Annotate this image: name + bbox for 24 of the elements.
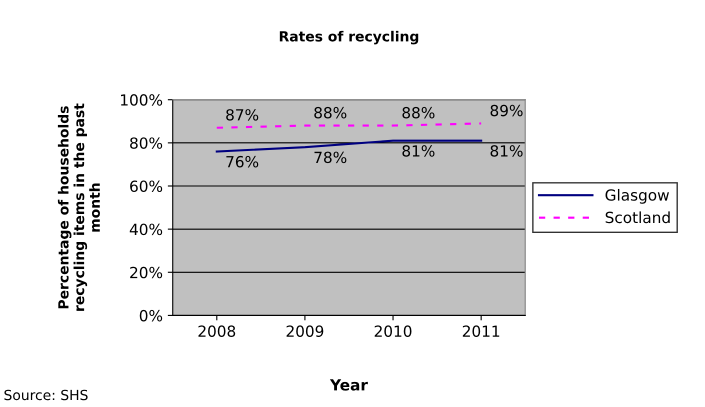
y-tick-label: 0% [140, 310, 162, 322]
x-tick-label: 2010 [374, 325, 412, 337]
x-tick-label: 2011 [462, 325, 500, 337]
legend-label: Scotland [606, 211, 670, 224]
legend-label: Glasgow [606, 188, 669, 204]
data-label: 89% [490, 104, 523, 116]
y-tick-label: 60% [130, 180, 162, 192]
y-tick-label: 40% [130, 224, 162, 236]
data-label: 81% [402, 145, 434, 157]
data-label: 87% [226, 109, 258, 121]
source-note: Source: SHS [4, 390, 88, 400]
data-label: 88% [402, 106, 434, 118]
y-tick-label: 20% [130, 266, 162, 278]
data-label: 81% [490, 145, 523, 157]
y-tick-label: 80% [130, 137, 162, 149]
y-tick-label: 100% [121, 94, 162, 106]
data-label: 88% [314, 106, 346, 118]
x-tick-label: 2008 [198, 325, 236, 337]
x-tick-label: 2009 [286, 325, 324, 337]
y-axis-title: Percentage of households recycling items in the past month [58, 103, 100, 311]
data-label: 76% [226, 156, 258, 168]
x-axis-title: Year [330, 379, 368, 391]
data-label: 78% [314, 152, 346, 164]
chart-title: Rates of recycling [280, 30, 418, 44]
